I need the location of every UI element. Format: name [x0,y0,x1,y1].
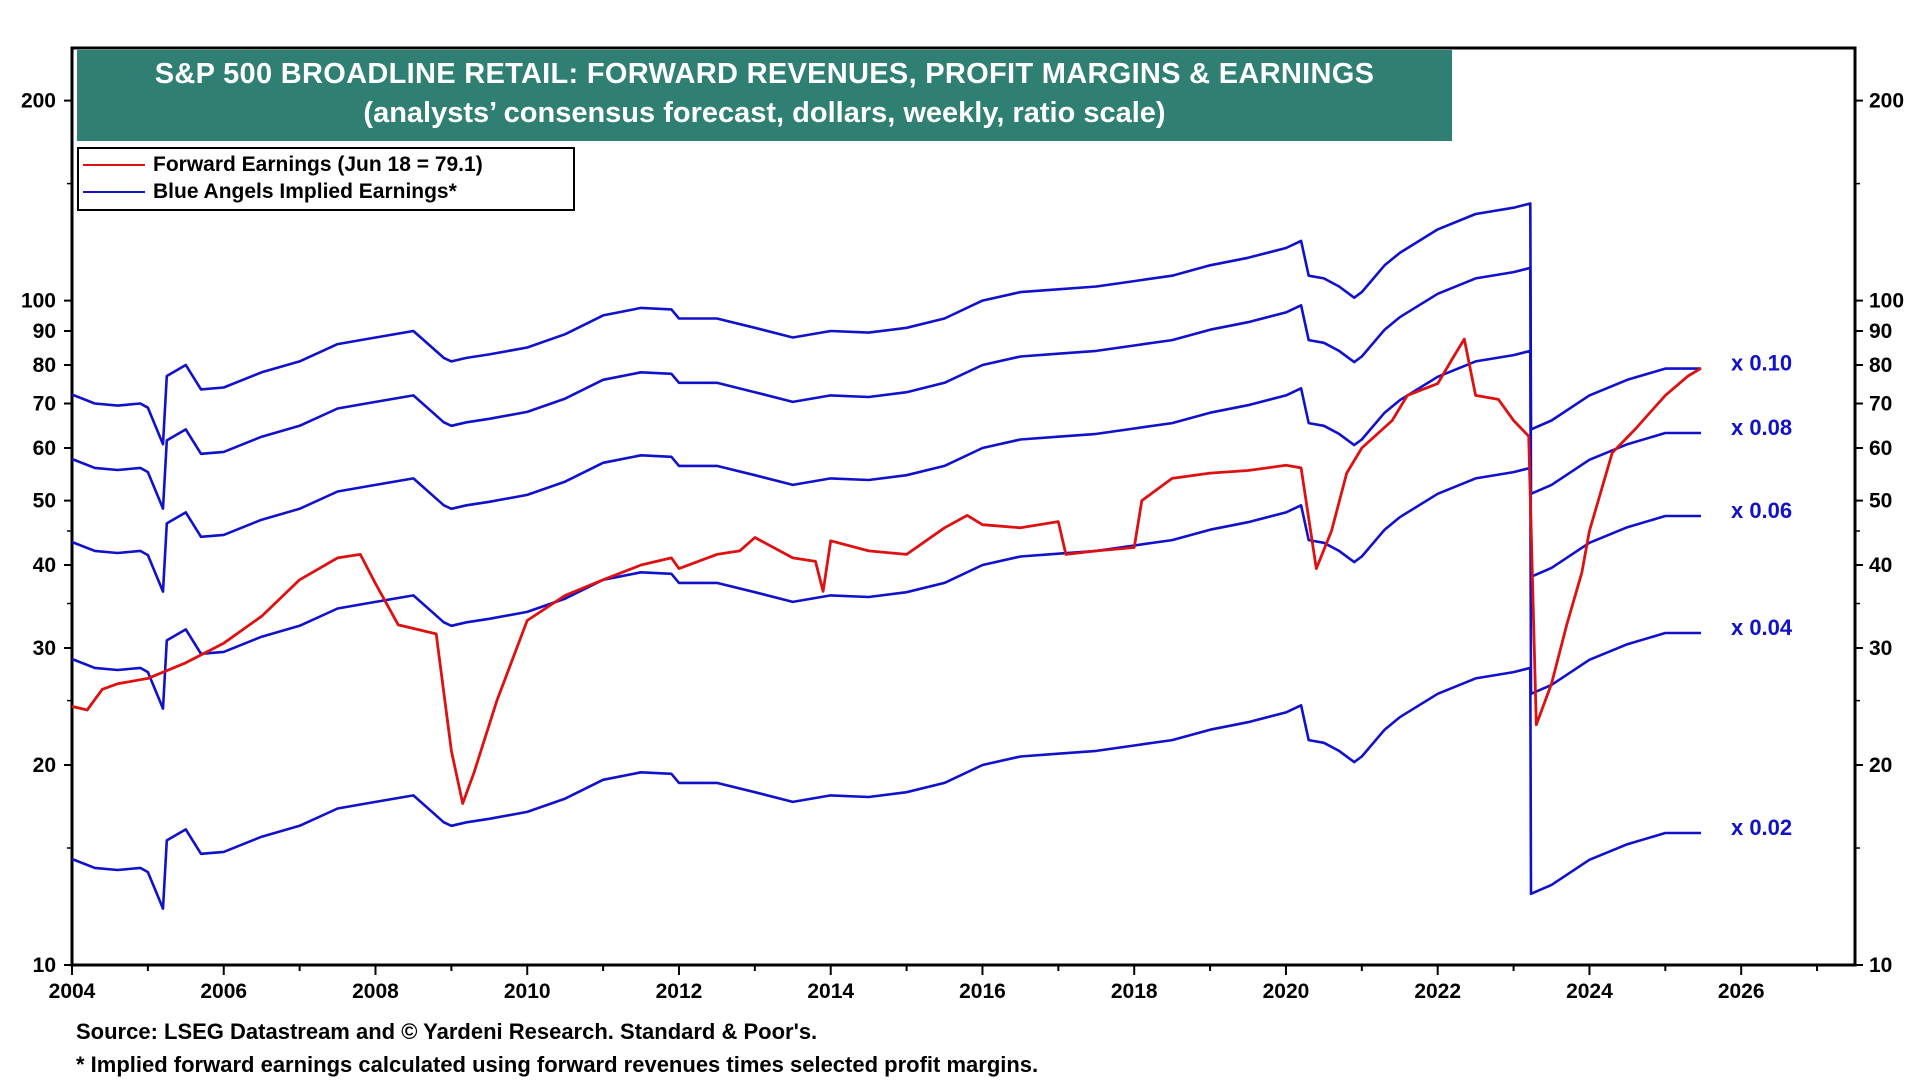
legend-swatch-implied-earnings [83,191,145,193]
footnotes: Source: LSEG Datastream and © Yardeni Re… [76,1015,1038,1081]
chart-title: S&P 500 BROADLINE RETAIL: FORWARD REVENU… [154,58,1375,90]
legend-item-implied-earnings: Blue Angels Implied Earnings* [79,179,457,205]
x-tick-label: 2004 [49,980,96,1003]
x-tick-label: 2022 [1414,980,1461,1003]
legend-label-implied-earnings: Blue Angels Implied Earnings* [153,180,457,203]
implied-earnings-line-006 [71,349,1701,593]
multiple-label: x 0.04 [1731,615,1793,640]
x-tick-label: 2006 [200,980,247,1003]
y-tick-label-left: 70 [33,393,56,416]
definition-note: * Implied forward earnings calculated us… [76,1052,1039,1077]
forward-earnings-line [71,337,1702,805]
plot-frame [70,46,1857,967]
x-tick-label: 2016 [959,980,1006,1003]
y-tick-label-left: 50 [33,490,56,513]
legend-item-forward-earnings: Forward Earnings (Jun 18 = 79.1) [79,152,483,178]
multiple-label: x 0.06 [1731,498,1792,523]
y-tick-label-left: 40 [33,554,56,577]
y-tick-label-right: 30 [1869,637,1892,660]
multiple-label: x 0.08 [1731,415,1792,440]
multiple-label: x 0.02 [1731,815,1792,840]
y-tick-label-right: 20 [1869,754,1892,777]
legend-swatch-forward-earnings [83,164,145,166]
x-tick-label: 2008 [352,980,399,1003]
y-tick-label-left: 90 [33,320,56,343]
x-tick-label: 2012 [656,980,703,1003]
y-tick-label-right: 70 [1869,393,1892,416]
y-tick-label-left: 10 [33,954,56,977]
x-tick-label: 2026 [1718,980,1765,1003]
chart-title-box: S&P 500 BROADLINE RETAIL: FORWARD REVENU… [77,50,1452,141]
y-tick-label-right: 200 [1869,90,1904,113]
y-tick-label-right: 60 [1869,437,1892,460]
multiple-label: x 0.10 [1731,351,1792,376]
legend: Forward Earnings (Jun 18 = 79.1) Blue An… [77,147,575,211]
y-tick-label-right: 90 [1869,320,1892,343]
x-tick-label: 2018 [1111,980,1158,1003]
y-tick-label-right: 40 [1869,554,1892,577]
y-tick-label-left: 200 [21,90,56,113]
y-tick-label-right: 50 [1869,490,1892,513]
y-tick-label-left: 20 [33,754,56,777]
y-tick-label-left: 80 [33,354,56,377]
x-tick-label: 2010 [504,980,551,1003]
x-tick-label: 2020 [1263,980,1310,1003]
implied-earnings-line-010 [71,202,1701,446]
implied-earnings-line-002 [71,666,1701,910]
y-tick-label-left: 60 [33,437,56,460]
y-tick-label-left: 30 [33,637,56,660]
chart-subtitle: (analysts’ consensus forecast, dollars, … [363,97,1166,129]
x-tick-label: 2014 [807,980,854,1003]
legend-label-forward-earnings: Forward Earnings (Jun 18 = 79.1) [153,153,483,176]
y-tick-label-right: 80 [1869,354,1892,377]
x-tick-label: 2024 [1566,980,1613,1003]
y-tick-label-left: 100 [21,290,56,313]
implied-earnings-line-004 [71,466,1701,710]
y-tick-label-right: 100 [1869,290,1904,313]
y-tick-label-right: 10 [1869,954,1892,977]
source-note: Source: LSEG Datastream and © Yardeni Re… [76,1019,818,1044]
implied-earnings-line-008 [71,266,1701,510]
